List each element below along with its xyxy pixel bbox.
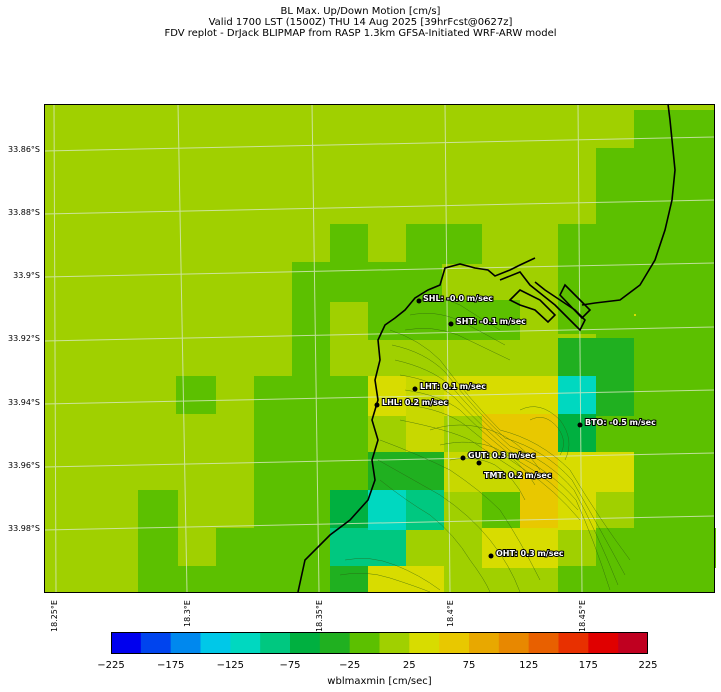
station-label-lht: LHT: 0.1 m/sec [420, 382, 486, 391]
colorbar-swatch [140, 632, 172, 654]
station-marker-sht[interactable] [448, 321, 454, 327]
colorbar-tick-label: −75 [279, 660, 301, 671]
colorbar-swatch [230, 632, 261, 654]
station-marker-shl[interactable] [416, 298, 422, 304]
colorbar-swatch [409, 632, 440, 654]
colorbar-tick-label: −175 [156, 660, 185, 671]
station-label-sht: SHT: -0.1 m/sec [456, 317, 526, 326]
colorbar-tick-label: 125 [519, 660, 539, 671]
colorbar-tick-label: 225 [638, 660, 658, 671]
graticule [43, 103, 715, 593]
colorbar-tick-label: −125 [216, 660, 245, 671]
station-marker-oht[interactable] [488, 553, 494, 559]
colorbar-swatch [170, 632, 201, 654]
lat-label: 33.92°S [8, 334, 40, 343]
station-marker-lht[interactable] [412, 386, 418, 392]
station-marker-lhl[interactable] [374, 402, 380, 408]
station-label-tmt: TMT: 0.2 m/sec [484, 471, 552, 480]
colorbar-tick-label: 25 [402, 660, 416, 671]
lat-label: 33.86°S [8, 145, 40, 154]
colorbar-tick-label: 175 [578, 660, 598, 671]
colorbar-swatch [349, 632, 380, 654]
colorbar-swatch [111, 632, 142, 654]
station-marker-bto[interactable] [577, 422, 583, 428]
station-label-shl: SHL: -0.0 m/sec [423, 294, 493, 303]
colorbar-swatch [528, 632, 559, 654]
lat-label: 33.88°S [8, 208, 40, 217]
colorbar-swatch [498, 632, 530, 654]
map-title: BL Max. Up/Down Motion [cm/s] [280, 6, 441, 17]
lat-label: 33.9°S [13, 271, 40, 280]
colorbar [111, 632, 648, 654]
colorbar-swatch [260, 632, 291, 654]
station-marker-gut[interactable] [460, 455, 466, 461]
station-label-bto: BTO: -0.5 m/sec [585, 418, 656, 427]
colorbar-swatch [290, 632, 321, 654]
station-label-lhl: LHL: 0.2 m/sec [382, 398, 448, 407]
colorbar-tick-label: −225 [97, 660, 125, 671]
uplift-cells [138, 110, 716, 592]
colorbar-swatch [439, 632, 470, 654]
lat-label: 33.96°S [8, 461, 40, 470]
colorbar-tick-label: 75 [462, 660, 476, 671]
colorbar-swatch [319, 632, 351, 654]
map-frame [44, 104, 715, 593]
station-label-gut: GUT: 0.3 m/sec [468, 451, 535, 460]
colorbar-swatch [200, 632, 231, 654]
station-label-oht: OHT: 0.3 m/sec [496, 549, 564, 558]
lat-label: 33.94°S [8, 398, 40, 407]
lat-label: 33.98°S [8, 524, 40, 533]
map-source: FDV replot - DrJack BLIPMAP from RASP 1.… [164, 28, 557, 39]
colorbar-swatch [469, 632, 500, 654]
colorbar-tick-label: −25 [339, 660, 361, 671]
coastline [297, 103, 676, 593]
colorbar-swatch [558, 632, 589, 654]
colorbar-swatch [588, 632, 619, 654]
colorbar-swatch [379, 632, 410, 654]
map-valid-time: Valid 1700 LST (1500Z) THU 14 Aug 2025 [… [208, 17, 513, 28]
colorbar-swatch [618, 632, 648, 654]
colorbar-frame [111, 632, 648, 654]
colorbar-label: wblmaxmin [cm/sec] [327, 676, 432, 687]
station-marker-tmt[interactable] [476, 460, 482, 466]
